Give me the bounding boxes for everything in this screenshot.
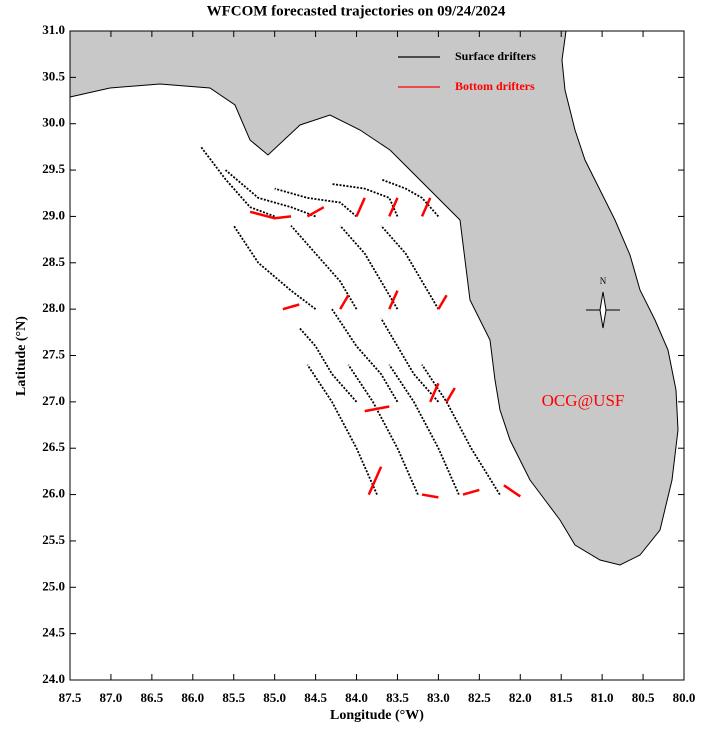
legend-label: Surface drifters [455,49,536,63]
y-tick-label: 26.5 [42,439,65,454]
trajectory [388,364,460,495]
y-tick-label: 28.5 [42,254,65,269]
trajectory [421,493,439,499]
trajectory [224,169,316,218]
y-tick-label: 27.5 [42,346,65,361]
trajectory [339,294,350,310]
compass: N [586,276,620,329]
y-tick-label: 25.0 [42,578,65,593]
x-tick-label: 81.5 [550,690,573,705]
y-tick-label: 31.0 [42,22,65,37]
x-tick-label: 85.0 [263,690,286,705]
x-tick-label: 85.5 [222,690,245,705]
trajectory [503,484,521,498]
x-tick-label: 83.5 [386,690,409,705]
y-tick-label: 30.5 [42,68,65,83]
legend-label: Bottom drifters [455,79,535,93]
x-tick-label: 84.5 [304,690,327,705]
x-tick-label: 80.5 [632,690,655,705]
y-tick-label: 29.5 [42,161,65,176]
trajectory [290,225,358,310]
compass-label: N [600,276,607,286]
trajectory [298,327,358,403]
trajectory [347,364,419,495]
y-axis-label: Latitude (°N) [14,316,29,396]
x-tick-label: 81.0 [591,690,614,705]
x-tick-label: 87.5 [59,690,82,705]
trajectory [445,387,456,403]
chart-title: WFCOM forecasted trajectories on 09/24/2… [207,3,506,19]
trajectory [388,197,399,217]
trajectory [429,382,440,403]
trajectory [282,303,300,311]
trajectory [274,187,358,218]
x-tick-label: 86.5 [140,690,163,705]
trajectory [462,488,480,496]
x-tick-label: 83.0 [427,690,450,705]
trajectory [306,206,325,218]
trajectory [331,183,399,217]
trajectory [420,197,432,217]
trajectory [421,364,501,496]
land [69,30,679,566]
trajectory [249,210,292,220]
y-tick-label: 27.0 [42,393,65,408]
trajectory [380,178,440,218]
trajectory [380,317,440,403]
x-tick-label: 80.0 [673,690,696,705]
y-tick-label: 24.5 [42,625,65,640]
trajectory [200,146,275,218]
x-tick-label: 84.0 [345,690,368,705]
trajectory [367,466,383,496]
x-tick-label: 82.0 [509,690,532,705]
trajectory [306,364,378,495]
annotation: OCG@USF [542,391,625,410]
trajectory [388,290,399,310]
y-tick-label: 26.0 [42,486,65,501]
trajectory [232,225,317,310]
trajectory [331,308,399,403]
y-tick-label: 24.0 [42,671,65,686]
trajectory [355,197,366,217]
trajectory [364,405,390,413]
y-tick-label: 30.0 [42,115,65,130]
x-tick-label: 86.0 [181,690,204,705]
y-tick-label: 25.5 [42,532,65,547]
y-tick-label: 28.0 [42,300,65,315]
x-tick-label: 82.5 [468,690,491,705]
trajectory [437,294,448,310]
y-tick-label: 29.0 [42,207,65,222]
x-axis-label: Longitude (°W) [330,708,424,723]
x-tick-label: 87.0 [100,690,123,705]
